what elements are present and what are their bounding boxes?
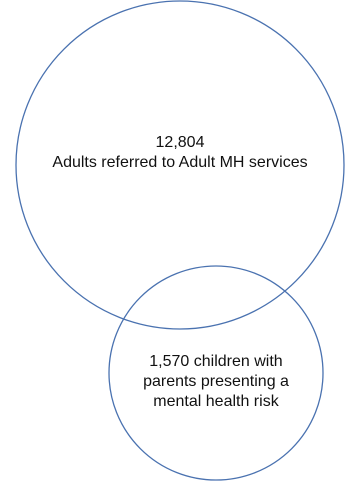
- adults-circle: [15, 0, 345, 330]
- children-line-3: mental health risk: [153, 393, 279, 410]
- children-line-1: 1,570 children with: [149, 353, 283, 370]
- adults-description: Adults referred to Adult MH services: [52, 154, 308, 171]
- children-label: 1,570 children with parents presenting a…: [116, 352, 316, 412]
- adults-count: 12,804: [155, 134, 205, 151]
- children-line-2: parents presenting a: [143, 373, 289, 390]
- children-circle: [108, 265, 324, 481]
- adults-label: 12,804 Adults referred to Adult MH servi…: [40, 133, 320, 173]
